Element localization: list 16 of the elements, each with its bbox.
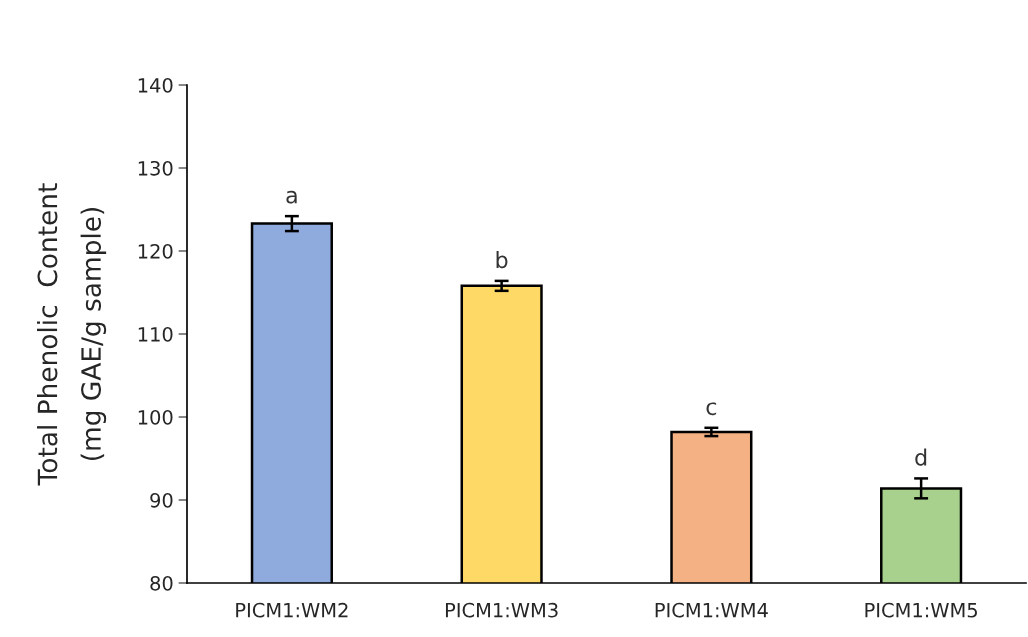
x-tick-label: PICM1:WM4 [655, 602, 768, 618]
x-tick-label: PICM1:WM3 [445, 602, 558, 618]
y-tick-label: 140 [138, 77, 173, 93]
annotation: b [496, 251, 508, 269]
x-tick-label: PICM1:WM2 [236, 602, 348, 618]
y-axis-title: Total Phenolic Content (mg GAE/g sample) [37, 183, 107, 486]
y-tick-label: 110 [138, 326, 173, 342]
y-tick-label: 120 [138, 243, 173, 259]
y-tick-label: 80 [150, 575, 173, 591]
annotation: d [915, 448, 927, 466]
y-tick-label: 90 [150, 492, 173, 508]
y-tick-label: 130 [138, 160, 173, 176]
y-tick-label: 100 [138, 409, 173, 425]
annotation: c [706, 402, 717, 416]
x-tick-label: PICM1:WM5 [865, 602, 977, 618]
annotation: a [286, 190, 297, 204]
